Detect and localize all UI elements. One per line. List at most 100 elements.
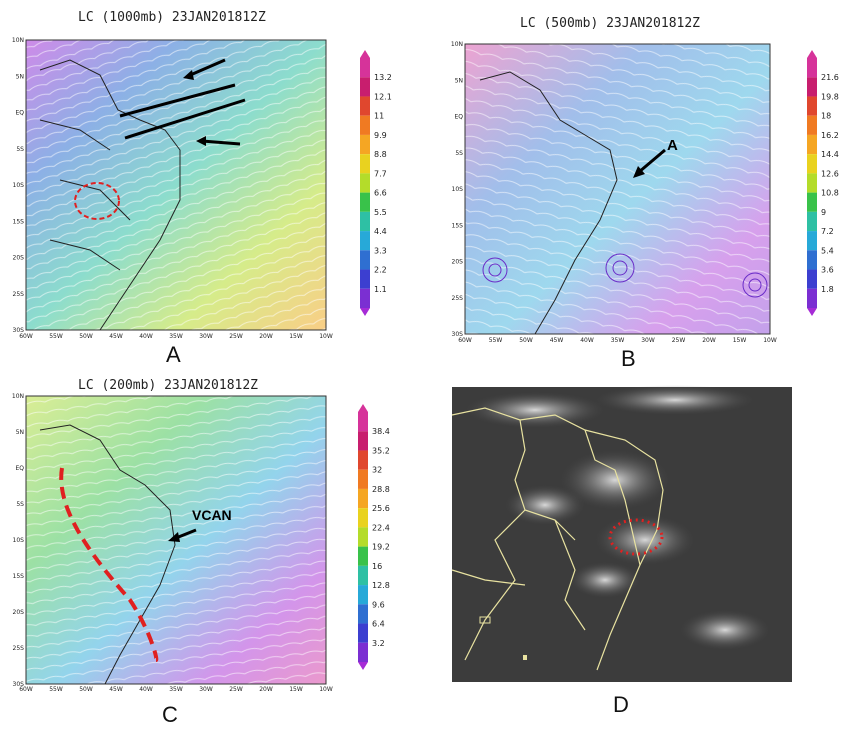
panel-b-lon-tick: 25W — [672, 337, 686, 344]
panel-a-arrows — [119, 58, 246, 146]
panel-c-colorbar-swatch — [358, 604, 368, 624]
panel-c-colorbar-swatch — [358, 565, 368, 586]
panel-b-colorbar-swatch — [807, 231, 817, 251]
panel-a-map: 13.2 12.1 11 9.9 8.8 7.7 6.6 5.5 4.4 3.3 2.2 1.1 10… — [12, 37, 392, 340]
panel-c-colorbar-label: 22.4 — [372, 523, 390, 532]
panel-d-borders — [451, 407, 664, 671]
panel-c-annotation: VCAN — [192, 507, 232, 523]
panel-b-colorbar-label: 5.4 — [821, 246, 834, 255]
panel-b-lat-tick: 30S — [452, 331, 464, 338]
panel-b-colorbar-label: 3.6 — [821, 266, 834, 275]
panel-b-colorbar-label: 9 — [821, 208, 826, 217]
panel-a-colorbar-swatch — [360, 269, 370, 289]
panel-b-colorbar-label: 7.2 — [821, 227, 834, 236]
panel-a-colorbar-swatch — [360, 288, 370, 308]
panel-c-colorbar-label: 6.4 — [372, 620, 385, 629]
panel-a-letter: A — [166, 342, 181, 367]
panel-c-lon-ticks: 60W 55W 50W 45W 40W 35W 30W 25W 20W 15W 10W — [19, 686, 333, 693]
panel-b-colorbar-swatch — [807, 96, 817, 116]
panel-a-colorbar-label: 3.3 — [374, 246, 387, 255]
panel-b-colorbar-label: 10.8 — [821, 189, 839, 198]
panel-c-colorbar-label: 16 — [372, 562, 382, 571]
panel-a-colorbar-swatch — [360, 96, 370, 116]
panel-a-colorbar-label: 11 — [374, 112, 384, 121]
panel-b-colorbar-swatch — [807, 154, 817, 174]
panel-a-colorbar-label: 4.4 — [374, 227, 387, 236]
panel-a-colorbar-label: 1.1 — [374, 285, 387, 294]
panel-b-lat-tick: 5N — [455, 77, 463, 84]
panel-c-lat-tick: 15S — [13, 573, 25, 580]
panel-c-lon-tick: 10W — [319, 686, 333, 693]
panel-c-lat-tick: 10S — [13, 537, 25, 544]
panel-c-lon-tick: 15W — [289, 686, 303, 693]
panel-b-colorbar-label: 12.6 — [821, 169, 839, 178]
panel-b-lon-tick: 15W — [733, 337, 747, 344]
panel-c-lat-tick: 30S — [13, 681, 25, 688]
panel-c-lat-tick: 5N — [16, 429, 24, 436]
panel-a-lon-tick: 35W — [169, 333, 183, 340]
panel-c-lon-tick: 60W — [19, 686, 33, 693]
panel-c-colorbar-swatch — [358, 450, 368, 470]
panel-a-lat-tick: 10N — [12, 37, 24, 44]
panel-c-lon-tick: 55W — [49, 686, 63, 693]
panel-a-colorbar-swatch — [360, 58, 370, 78]
panel-b-colorbar-swatch — [807, 173, 817, 193]
panel-c-letter: C — [162, 702, 178, 727]
panel-c-colorbar-label: 35.2 — [372, 446, 390, 455]
panel-b-lat-tick: EQ — [454, 114, 463, 121]
panel-c-colorbar-swatch — [358, 469, 368, 489]
panel-a-lat-tick: 5S — [16, 146, 24, 153]
panel-a-lon-tick: 50W — [79, 333, 93, 340]
panel-b-letter: B — [621, 346, 636, 371]
panel-a-colorbar-swatch — [360, 250, 370, 270]
panel-c-colorbar-swatch — [358, 546, 368, 566]
panel-c-colorbar-label: 28.8 — [372, 485, 390, 494]
panel-c-lon-tick: 35W — [169, 686, 183, 693]
panel-d-satellite-image — [451, 385, 792, 682]
panel-b-colorbar-label: 16.2 — [821, 131, 839, 140]
panel-c-colorbar-top-arrow — [358, 404, 368, 412]
panel-c-colorbar-label: 12.8 — [372, 581, 390, 590]
panel-b-colorbar-swatch — [807, 192, 817, 212]
panel-a-lat-tick: 20S — [13, 255, 25, 262]
panel-a-lat-tick: 10S — [13, 182, 25, 189]
panel-a-lon-tick: 45W — [109, 333, 123, 340]
panel-c-colorbar-label: 25.6 — [372, 504, 390, 513]
panel-c-lon-tick: 30W — [199, 686, 213, 693]
panel-b-lon-tick: 10W — [763, 337, 777, 344]
panel-a-lat-ticks: 10N 5N EQ 5S 10S 15S 20S 25S 30S — [12, 37, 24, 334]
panel-a-colorbar-label: 9.9 — [374, 131, 387, 140]
panel-d: D — [425, 370, 850, 734]
panel-a-lon-tick: 40W — [139, 333, 153, 340]
panel-c-lon-tick: 20W — [259, 686, 273, 693]
panel-a-colorbar-label: 7.7 — [374, 169, 387, 178]
panel-c-colorbar-swatch — [358, 642, 368, 662]
panel-d-letter: D — [613, 692, 629, 717]
panel-b-lon-tick: 30W — [641, 337, 655, 344]
panel-c-trough-line — [59, 467, 159, 662]
panel-c-colorbar-label: 19.2 — [372, 543, 390, 552]
panel-a-colorbar-label: 5.5 — [374, 208, 387, 217]
panel-a-lon-tick: 30W — [199, 333, 213, 340]
panel-b-lon-tick: 55W — [489, 337, 503, 344]
panel-c-colorbar-swatch — [358, 527, 368, 547]
panel-b-lat-tick: 10N — [451, 41, 463, 48]
panel-a-lon-tick: 55W — [49, 333, 63, 340]
panel-c-colorbar-label: 9.6 — [372, 600, 385, 609]
panel-a-colorbar-swatch — [360, 134, 370, 155]
panel-b-colorbar-swatch — [807, 115, 817, 135]
panel-a-coastline — [39, 59, 181, 331]
panel-b-colorbar-swatch — [807, 288, 817, 308]
panel-c-title: LC (200mb) 23JAN201812Z — [78, 378, 259, 393]
panel-b-lon-tick: 35W — [611, 337, 625, 344]
panel-d-highlight-circle — [608, 518, 664, 556]
panel-c-lon-tick: 25W — [229, 686, 243, 693]
panel-b-colorbar-label: 18 — [821, 112, 831, 121]
panel-a-lon-ticks: 60W 55W 50W 45W 40W 35W 30W 25W 20W 15W 10W — [19, 333, 333, 340]
panel-a-lat-tick: 5N — [16, 73, 24, 80]
panel-b-colorbar-label: 19.8 — [821, 92, 839, 101]
panel-b: LC (500mb) 23JAN201812Z A 21.6 19.8 18 16.2 — [425, 0, 850, 371]
panel-c-colorbar-label: 38.4 — [372, 427, 390, 436]
panel-a-lon-tick: 60W — [19, 333, 33, 340]
panel-a: LC (1000mb) 23JAN201812Z 13 — [0, 0, 425, 370]
